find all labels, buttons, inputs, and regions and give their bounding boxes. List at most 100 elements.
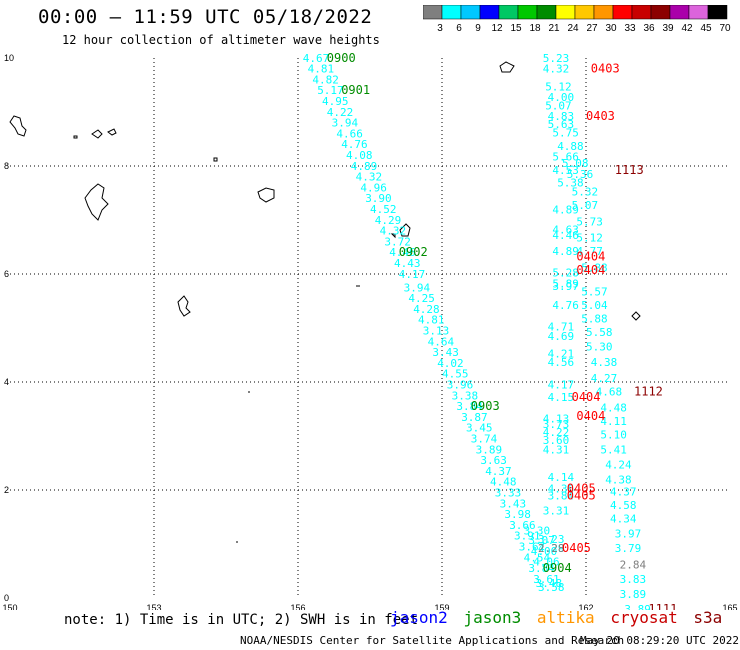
legend-note: note: 1) Time is in UTC; 2) SWH is in fe… [64, 612, 419, 628]
swh-value: 5.17 [317, 84, 344, 97]
swh-value: 4.48 [600, 402, 627, 415]
swh-value: 3.89 [624, 603, 651, 610]
swh-value: 5.07 [572, 199, 599, 212]
swh-value: 4.22 [543, 426, 570, 439]
swh-value: 4.88 [557, 140, 584, 153]
swh-value: 4.21 [548, 348, 575, 361]
x-tick-label: 165 [722, 603, 737, 610]
time-label: 1113 [615, 163, 644, 177]
y-tick-label: 0 [4, 593, 9, 603]
swh-value: 4.31 [543, 443, 570, 456]
swh-values: 4.674.814.825.174.954.223.944.664.764.08… [303, 52, 651, 610]
swh-value: 3.91 [514, 530, 541, 543]
swh-value: 3.74 [471, 432, 498, 445]
time-label: 0405 [567, 482, 596, 496]
swh-value: 4.36 [548, 483, 575, 496]
swh-value: 4.00 [548, 91, 575, 104]
time-label: 0405 [567, 489, 596, 503]
swh-value: 5.41 [600, 443, 627, 456]
swh-value: 3.97 [615, 528, 642, 541]
colorbar-label: 70 [719, 23, 731, 34]
swh-value: 3.48 [536, 577, 563, 590]
time-label: 0903 [471, 399, 500, 413]
colorbar-label: 39 [662, 23, 674, 34]
colorbar-label: 30 [605, 23, 617, 34]
colorbar-label: 3 [437, 23, 443, 34]
swh-value: 5.12 [545, 80, 572, 93]
swh-value: 3.43 [500, 497, 526, 510]
swh-value: 5.08 [562, 157, 589, 170]
swh-value: 5.32 [572, 186, 599, 199]
swh-value: 4.69 [548, 330, 575, 343]
time-label: 1111 [648, 602, 677, 610]
coastline-island [91, 128, 117, 139]
swh-value: 4.32 [356, 171, 383, 184]
swh-value: 3.60 [543, 434, 570, 447]
coastline-island [213, 157, 218, 162]
swh-value: 3.38 [452, 389, 479, 402]
swh-value: 4.43 [394, 257, 421, 270]
swh-value: 4.68 [596, 386, 623, 399]
y-tick-label: 4 [4, 377, 9, 387]
swh-value: 3.45 [466, 422, 493, 435]
swh-value: 5.10 [600, 429, 627, 442]
page-title: 00:00 – 11:59 UTC 05/18/2022 [38, 6, 373, 28]
swh-value: 5.28 [552, 267, 579, 280]
swh-value: 4.53 [552, 164, 579, 177]
swh-value: 5.04 [581, 299, 608, 312]
footer-credit: NOAA/NESDIS Center for Satellite Applica… [240, 634, 625, 647]
colorbar-label: 45 [700, 23, 712, 34]
swh-value: 4.67 [303, 52, 330, 65]
coastline-island [499, 61, 515, 73]
swh-value: 4.71 [548, 321, 575, 334]
x-tick-label: 153 [146, 603, 161, 610]
swh-value: 4.77 [576, 245, 603, 258]
swh-value: 4.46 [389, 246, 416, 259]
swh-value: 4.06 [533, 556, 560, 569]
swh-value: 3.94 [404, 281, 431, 294]
swh-value: 3.96 [447, 378, 474, 391]
swh-value: 4.52 [370, 203, 397, 216]
swh-value: 3.61 [533, 573, 560, 586]
swh-value: 4.17 [399, 268, 426, 281]
swh-value: 3.97 [552, 280, 579, 293]
coastline-island [84, 183, 109, 221]
swh-value: 5.23 [543, 52, 570, 65]
colorbar-label: 9 [475, 23, 481, 34]
swh-value: 3.73 [543, 418, 570, 431]
swh-value: 5.89 [552, 278, 579, 291]
time-label: 0900 [327, 51, 356, 65]
swh-value: 4.28 [413, 303, 440, 316]
x-tick-label: 162 [578, 603, 593, 610]
x-tick-label: 156 [290, 603, 305, 610]
coastlines [9, 61, 641, 543]
swh-value: 5.58 [586, 326, 613, 339]
legend-cryosat: cryosat [610, 608, 678, 627]
swh-value: 5.57 [581, 286, 608, 299]
swh-value: 4.95 [322, 95, 349, 108]
swh-value: 5.66 [552, 151, 579, 164]
swh-value: 4.76 [552, 299, 579, 312]
legend-altika: altika [536, 608, 595, 627]
swh-value: 2.84 [620, 558, 647, 571]
swh-value: 3.84 [528, 562, 555, 575]
time-label: 0904 [543, 561, 572, 575]
y-tick-label: 2 [4, 485, 9, 495]
colorbar-label: 36 [643, 23, 655, 34]
swh-value: 4.81 [308, 63, 335, 76]
colorbar-label: 24 [567, 23, 579, 34]
swh-value: 4.89 [552, 245, 579, 258]
swh-value: 4.83 [548, 110, 575, 123]
swh-value: 5.12 [576, 232, 603, 245]
swh-value: 4.37 [485, 465, 512, 478]
swh-value: 4.66 [336, 127, 363, 140]
swh-value: 4.08 [346, 149, 373, 162]
colorbar-label: 21 [548, 23, 560, 34]
x-tick-label: 150 [2, 603, 17, 610]
time-label: 0404 [576, 409, 605, 423]
swh-value: 3.90 [365, 192, 392, 205]
x-tick-label: 159 [434, 603, 449, 610]
time-label: 0404 [576, 250, 605, 264]
time-label: 1112 [634, 385, 663, 399]
